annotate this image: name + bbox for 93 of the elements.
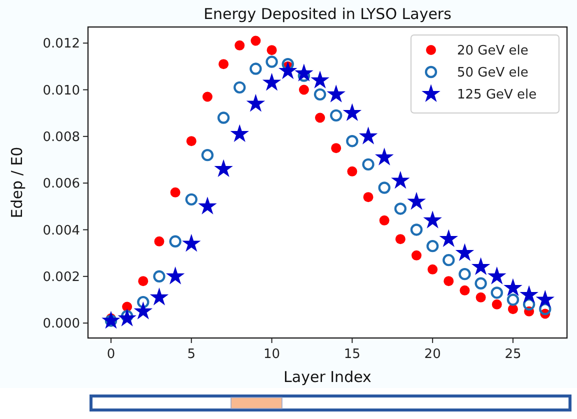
point xyxy=(234,40,245,50)
point xyxy=(379,215,390,226)
point xyxy=(492,299,502,310)
y-axis-title: Edep / E0 xyxy=(8,146,26,218)
point xyxy=(250,36,261,46)
point xyxy=(522,298,536,311)
point xyxy=(138,276,148,286)
point xyxy=(423,210,442,228)
y-tick-label: 0.004 xyxy=(42,223,80,238)
point xyxy=(137,296,150,308)
point xyxy=(310,70,330,88)
point xyxy=(539,302,552,316)
point xyxy=(214,159,233,178)
point xyxy=(504,278,522,296)
point xyxy=(444,276,454,286)
point xyxy=(186,136,196,146)
point xyxy=(455,243,474,262)
point xyxy=(407,192,426,210)
point xyxy=(439,229,458,248)
point xyxy=(460,285,470,296)
point xyxy=(347,166,358,176)
y-tick-label: 0.002 xyxy=(42,270,80,285)
point xyxy=(315,112,326,123)
point xyxy=(198,196,217,214)
point xyxy=(266,56,278,68)
legend-label: 50 GeV ele xyxy=(457,66,528,81)
point xyxy=(520,285,538,304)
point xyxy=(294,64,314,82)
point xyxy=(217,112,230,124)
point xyxy=(488,266,506,284)
point xyxy=(374,148,394,166)
point xyxy=(394,202,407,215)
point xyxy=(298,84,309,95)
point xyxy=(230,124,249,142)
point xyxy=(471,257,490,276)
point xyxy=(428,264,438,274)
point xyxy=(185,193,198,206)
x-tick-label: 15 xyxy=(344,347,360,362)
point xyxy=(426,240,439,252)
y-tick-label: 0.008 xyxy=(42,130,80,145)
y-tick-label: 0.000 xyxy=(42,316,80,332)
point xyxy=(490,286,503,299)
point xyxy=(169,235,182,248)
x-tick-label: 20 xyxy=(424,347,441,362)
point xyxy=(118,308,136,326)
point xyxy=(410,224,423,236)
point xyxy=(342,103,362,122)
point xyxy=(362,158,374,171)
point xyxy=(391,170,410,189)
point xyxy=(234,81,246,94)
point xyxy=(154,236,164,246)
point xyxy=(474,277,487,290)
point xyxy=(536,290,554,308)
y-tick-label: 0.006 xyxy=(42,176,80,192)
point xyxy=(314,88,326,101)
point xyxy=(150,288,169,306)
chart-title: Energy Deposited in LYSO Layers xyxy=(204,5,452,23)
point xyxy=(170,187,180,198)
x-tick-label: 25 xyxy=(504,347,522,362)
point xyxy=(330,109,342,122)
point xyxy=(458,268,471,280)
point xyxy=(412,250,422,260)
legend-label: 20 GeV ele xyxy=(457,44,528,59)
point xyxy=(326,84,346,102)
point xyxy=(378,182,390,194)
point xyxy=(153,270,166,283)
x-tick-label: 10 xyxy=(264,347,280,362)
point xyxy=(266,45,277,56)
point xyxy=(102,310,120,329)
point xyxy=(395,234,406,244)
point xyxy=(262,72,282,91)
point xyxy=(331,143,342,154)
point xyxy=(250,62,262,75)
y-tick-label: 0.012 xyxy=(42,36,80,52)
point xyxy=(201,148,214,162)
point xyxy=(202,92,212,102)
point xyxy=(166,266,185,284)
x-tick-label: 5 xyxy=(187,347,196,362)
point xyxy=(134,302,153,320)
legend-label: 125 GeV ele xyxy=(457,88,537,103)
point xyxy=(182,234,201,252)
point xyxy=(346,134,358,148)
point xyxy=(358,126,378,144)
point xyxy=(506,294,520,306)
point xyxy=(363,192,374,202)
x-axis-title: Layer Index xyxy=(284,368,372,386)
x-tick-label: 0 xyxy=(106,347,116,362)
point xyxy=(476,292,486,302)
point xyxy=(218,59,229,70)
point xyxy=(442,254,455,266)
point xyxy=(246,94,266,112)
point xyxy=(278,61,298,80)
y-tick-label: 0.010 xyxy=(42,83,80,98)
